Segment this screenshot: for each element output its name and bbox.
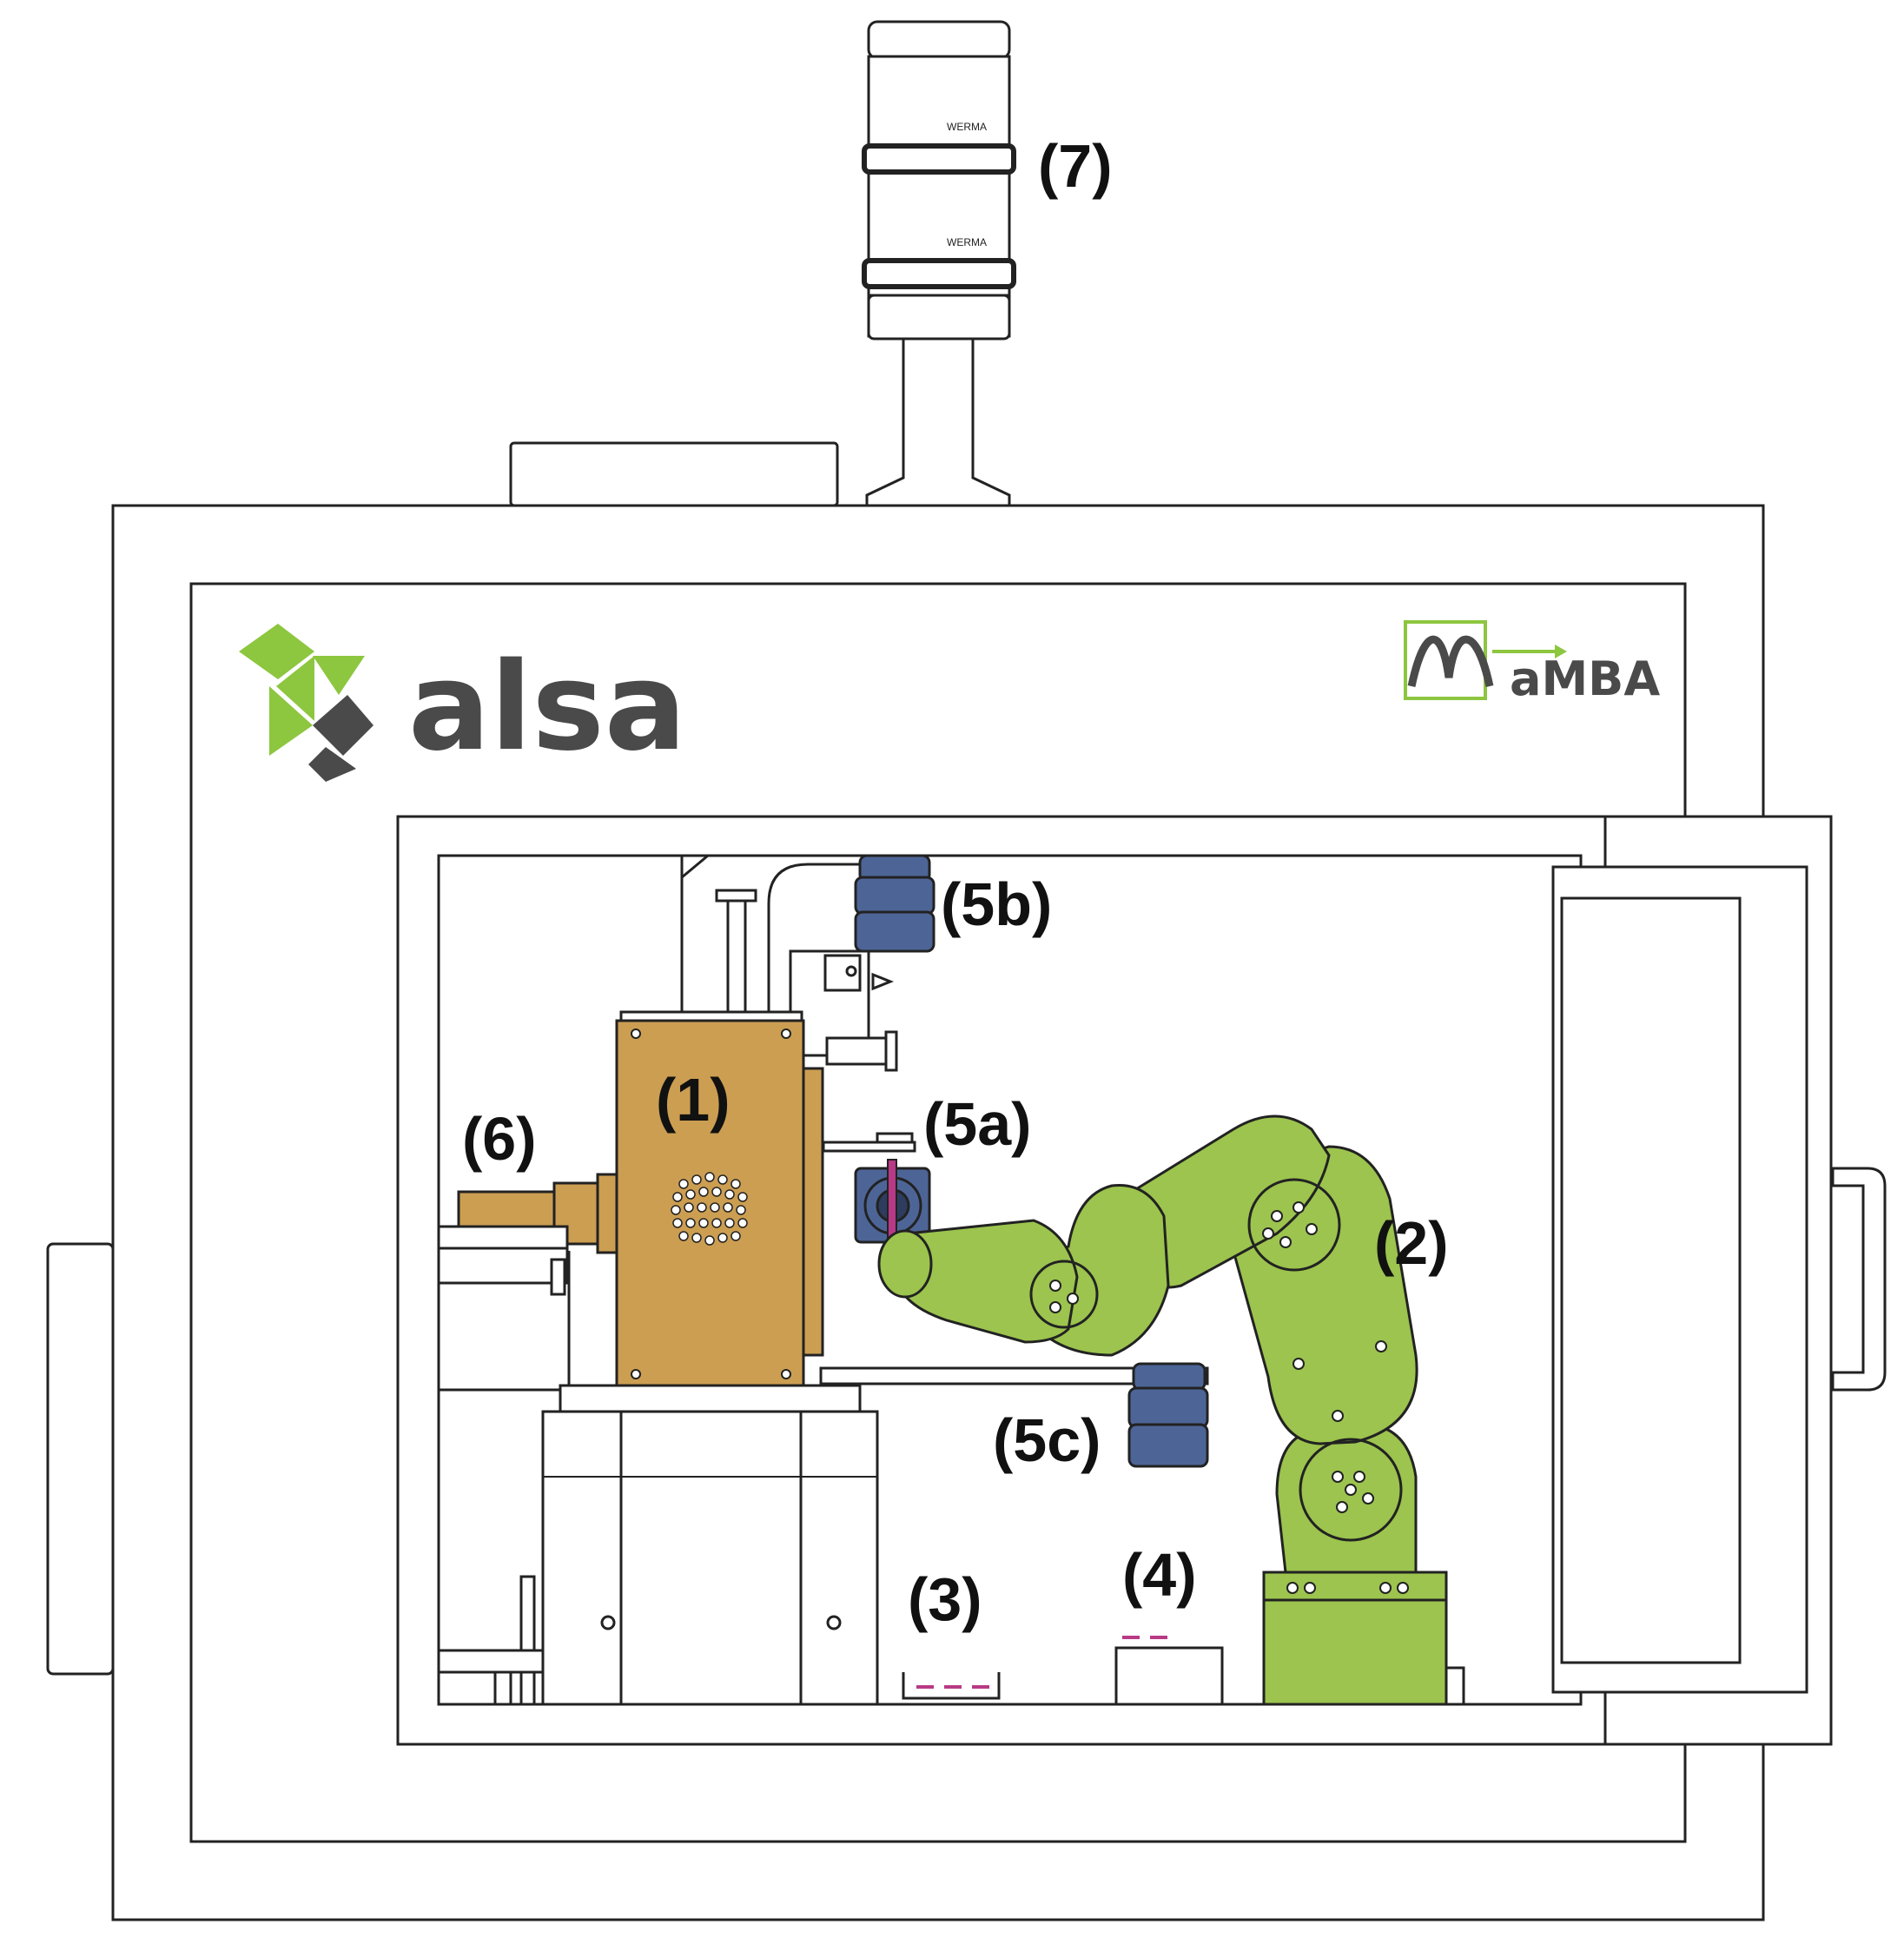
crucible-3-icon: [902, 1672, 1001, 1700]
alsa-logo-text: alsa: [408, 637, 686, 778]
label-feeder: (6): [462, 1105, 537, 1173]
label-gripper-5b: (5b): [941, 870, 1052, 938]
mamba-logo-text: aMBA: [1510, 651, 1660, 706]
robot-arm-icon: [877, 1114, 1465, 1706]
top-housing-box: [509, 441, 839, 507]
label-signal-tower: (7): [1038, 132, 1113, 200]
crucible-4-icon: [1114, 1636, 1224, 1706]
furnace-icon: [615, 1010, 824, 1387]
feeder-6-icon: [437, 1173, 618, 1392]
svg-text:WERMA: WERMA: [947, 236, 987, 248]
left-side-panel: [46, 1242, 115, 1676]
label-gripper-5c: (5c): [993, 1406, 1101, 1474]
label-robot-arm: (2): [1374, 1209, 1449, 1277]
label-gripper-5a: (5a): [923, 1090, 1031, 1158]
gripper-5c-icon: [1127, 1362, 1209, 1468]
gripper-5b-icon: [854, 854, 935, 953]
label-crucible-3: (3): [908, 1565, 982, 1633]
gripper-5a-icon: [822, 1132, 931, 1256]
mamba-logo-icon: [1404, 620, 1567, 700]
signal-tower-icon: WERMA WERMA: [862, 20, 1016, 507]
door-glass: [1560, 896, 1742, 1664]
svg-text:WERMA: WERMA: [947, 121, 987, 133]
alsa-logo-icon: [239, 624, 374, 782]
furnace-table-base: [541, 1410, 879, 1706]
rear-frame: [680, 854, 709, 1012]
label-furnace: (1): [656, 1066, 731, 1134]
furnace-table-top: [559, 1384, 862, 1413]
door-handle: [1831, 1167, 1887, 1392]
label-crucible-4: (4): [1122, 1541, 1197, 1609]
